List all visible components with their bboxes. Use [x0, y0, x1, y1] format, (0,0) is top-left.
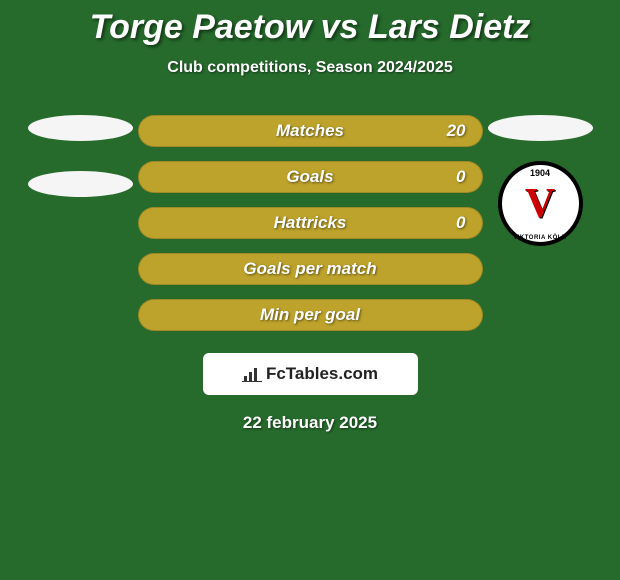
content-row: Matches 20 Goals 0 Hattricks 0 Goals per… [0, 115, 620, 331]
footer-date: 22 february 2025 [0, 413, 620, 433]
footer-brand-text: FcTables.com [266, 364, 378, 384]
club-badge: 1904 V VIKTORIA KÖLN [490, 161, 590, 251]
stat-bar-hattricks: Hattricks 0 [138, 207, 483, 239]
badge-circle: 1904 V VIKTORIA KÖLN [498, 161, 583, 246]
stat-value: 0 [456, 167, 465, 187]
stat-bar-min-per-goal: Min per goal [138, 299, 483, 331]
stat-label: Goals per match [243, 259, 376, 279]
badge-club-name: VIKTORIA KÖLN [513, 235, 567, 241]
stat-label: Goals [286, 167, 333, 187]
stats-bars: Matches 20 Goals 0 Hattricks 0 Goals per… [138, 115, 483, 331]
stat-bar-goals-per-match: Goals per match [138, 253, 483, 285]
footer-brand-box: FcTables.com [203, 353, 418, 395]
stat-label: Matches [276, 121, 344, 141]
club-logo-placeholder [28, 171, 133, 197]
player-avatar-placeholder [28, 115, 133, 141]
stat-bar-matches: Matches 20 [138, 115, 483, 147]
badge-letter: V [525, 180, 555, 228]
stat-value: 20 [447, 121, 466, 141]
stat-label: Hattricks [274, 213, 347, 233]
stat-label: Min per goal [260, 305, 360, 325]
stat-value: 0 [456, 213, 465, 233]
comparison-title: Torge Paetow vs Lars Dietz [0, 0, 620, 47]
badge-year: 1904 [530, 168, 550, 178]
left-column [23, 115, 138, 227]
bar-chart-icon [242, 366, 262, 382]
stat-bar-goals: Goals 0 [138, 161, 483, 193]
player-avatar-placeholder [488, 115, 593, 141]
comparison-subtitle: Club competitions, Season 2024/2025 [0, 59, 620, 77]
right-column: 1904 V VIKTORIA KÖLN [483, 115, 598, 251]
